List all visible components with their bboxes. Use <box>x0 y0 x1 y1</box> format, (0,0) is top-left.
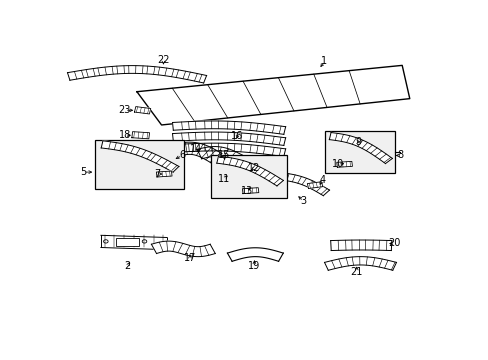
Text: 5: 5 <box>80 167 86 177</box>
Text: 14: 14 <box>189 144 202 153</box>
Text: 16: 16 <box>231 131 243 141</box>
Text: 22: 22 <box>157 55 169 65</box>
Text: 23: 23 <box>119 105 131 115</box>
Text: 7: 7 <box>154 169 161 179</box>
Text: 18: 18 <box>119 130 131 140</box>
Polygon shape <box>172 132 285 145</box>
FancyBboxPatch shape <box>324 131 394 174</box>
Polygon shape <box>156 171 172 177</box>
Text: 19: 19 <box>248 261 260 270</box>
Polygon shape <box>329 132 391 163</box>
Polygon shape <box>132 132 149 139</box>
Polygon shape <box>101 235 167 250</box>
Polygon shape <box>151 241 215 257</box>
Polygon shape <box>137 66 409 125</box>
Polygon shape <box>101 141 179 172</box>
Polygon shape <box>134 107 150 114</box>
Polygon shape <box>172 143 285 157</box>
Bar <box>116 238 139 246</box>
Polygon shape <box>280 173 329 196</box>
Text: 4: 4 <box>319 175 325 185</box>
Text: 11: 11 <box>218 174 230 184</box>
Polygon shape <box>307 182 322 189</box>
Text: 13: 13 <box>240 186 252 196</box>
Polygon shape <box>336 161 352 167</box>
Text: 12: 12 <box>248 163 260 173</box>
Polygon shape <box>197 147 243 164</box>
Text: 21: 21 <box>350 267 362 277</box>
Text: 9: 9 <box>355 136 361 147</box>
Text: 6: 6 <box>179 150 185 161</box>
Text: 3: 3 <box>300 196 306 206</box>
Polygon shape <box>330 240 391 251</box>
Text: 10: 10 <box>331 159 343 169</box>
Text: 20: 20 <box>387 238 400 248</box>
Polygon shape <box>67 66 206 83</box>
Text: 1: 1 <box>321 56 327 66</box>
Polygon shape <box>172 121 285 134</box>
Text: 17: 17 <box>183 253 196 263</box>
Polygon shape <box>216 156 283 186</box>
FancyBboxPatch shape <box>210 156 286 198</box>
Text: 8: 8 <box>396 150 403 161</box>
Polygon shape <box>227 248 283 261</box>
Text: 15: 15 <box>218 150 230 161</box>
FancyBboxPatch shape <box>95 140 184 189</box>
Polygon shape <box>324 257 396 270</box>
Text: 2: 2 <box>124 261 130 271</box>
Polygon shape <box>170 142 222 163</box>
Polygon shape <box>242 188 258 194</box>
